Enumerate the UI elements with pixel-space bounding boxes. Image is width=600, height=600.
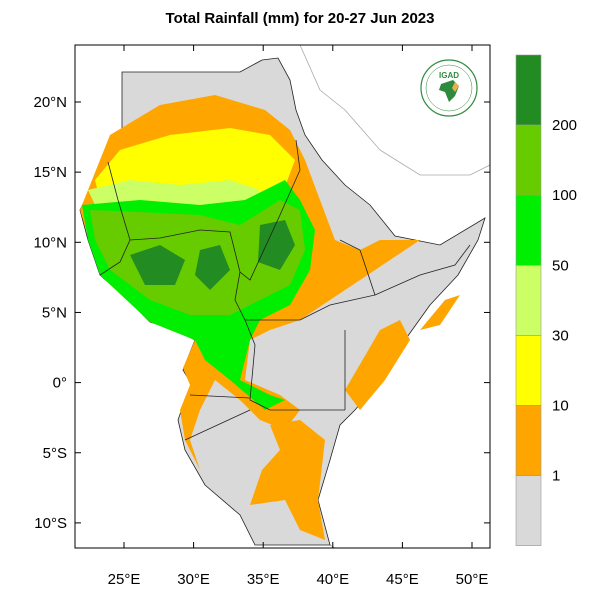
svg-text:IGAD: IGAD — [439, 71, 459, 80]
lon-tick-label: 50°E — [456, 571, 489, 588]
lon-tick-label: 40°E — [316, 571, 349, 588]
colorbar-label: 10 — [552, 398, 569, 415]
lat-tick-label: 20°N — [33, 94, 67, 111]
neighbor-coastline — [299, 45, 490, 176]
colorbar-label: 1 — [552, 468, 560, 485]
rain-over-200mm — [130, 245, 185, 285]
lat-tick-label: 5°S — [43, 445, 67, 462]
colorbar-label: 100 — [552, 187, 577, 204]
colorbar-segment — [515, 264, 542, 336]
rain-over-200mm — [195, 245, 230, 290]
axis-ticks: 25°E 30°E 35°E 40°E 45°E 50°E 20°N 15°N 10°N 5°N 0… — [33, 45, 490, 588]
rain-1-10mm — [345, 320, 410, 410]
lat-tick-label: 15°N — [33, 164, 67, 181]
colorbar-label: 200 — [552, 117, 577, 134]
lon-tick-label: 25°E — [108, 571, 141, 588]
lat-tick-label: 10°S — [34, 515, 67, 532]
country-borders — [99, 139, 471, 441]
map-frame — [74, 44, 491, 549]
lon-tick-label: 30°E — [177, 571, 210, 588]
colorbar: 200 100 50 30 10 1 — [515, 54, 577, 547]
colorbar-segment — [515, 405, 542, 476]
lon-tick-label: 45°E — [386, 571, 419, 588]
lat-tick-label: 10°N — [33, 234, 67, 251]
colorbar-label: 30 — [552, 327, 569, 344]
rain-over-200mm — [258, 220, 295, 270]
colorbar-segment — [515, 54, 542, 126]
colorbar-label: 50 — [552, 257, 569, 274]
colorbar-segment — [515, 335, 542, 406]
lat-tick-label: 5°N — [42, 304, 67, 321]
map-title: Total Rainfall (mm) for 20-27 Jun 2023 — [165, 10, 435, 27]
colorbar-segment — [515, 124, 542, 196]
colorbar-segment — [515, 194, 542, 266]
rain-1-10mm — [250, 420, 325, 540]
igad-logo: IGAD — [420, 59, 478, 117]
lat-tick-label: 0° — [53, 375, 67, 392]
colorbar-segment — [515, 475, 542, 547]
lon-tick-label: 35°E — [247, 571, 280, 588]
rain-1-10mm — [420, 295, 460, 330]
rain-100-200mm — [90, 200, 305, 315]
